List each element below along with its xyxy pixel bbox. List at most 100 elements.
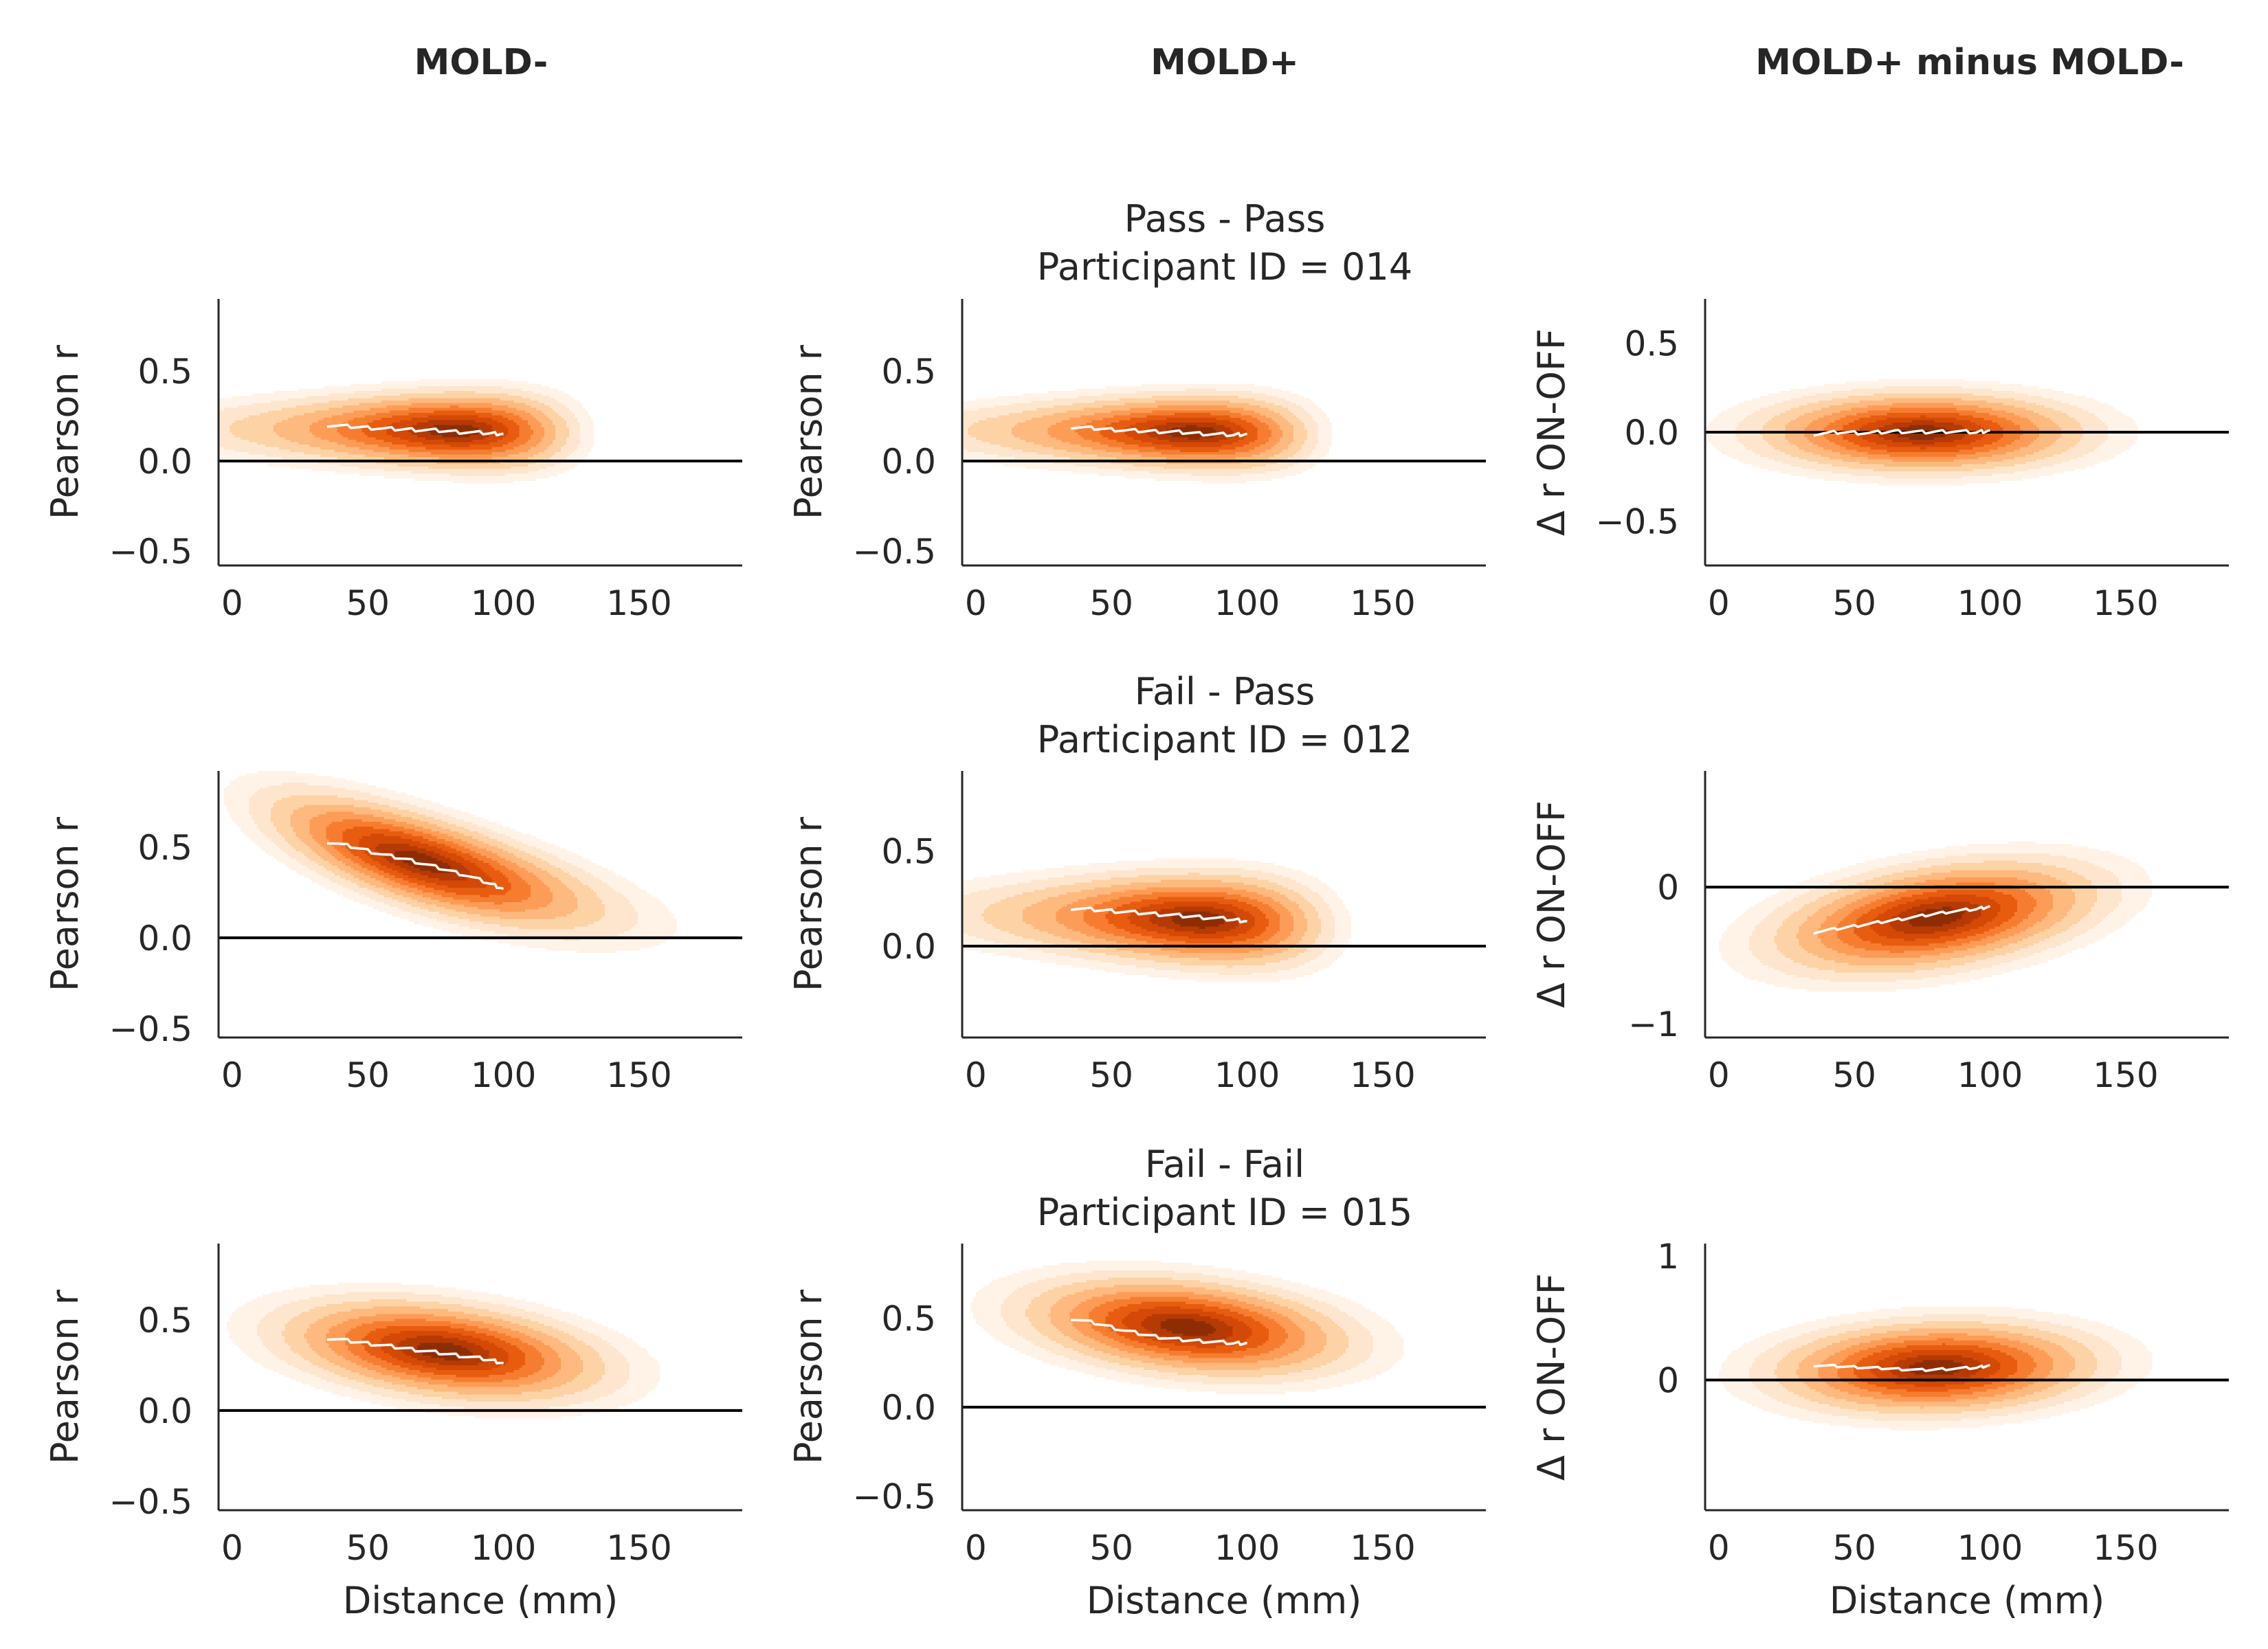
panel-r3-c2: 0 50 100 150 −0.5 0.0 0.5 Pearson r Distance (mm… xyxy=(787,1244,1486,1622)
panel-r1-c1: 0 50 100 150 −0.5 0.0 0.5 Pearson r xyxy=(43,299,742,623)
trend-line xyxy=(1070,425,1247,438)
x-tick-label: 0 xyxy=(965,583,987,623)
y-tick-label: 0.0 xyxy=(137,442,192,482)
plot-area xyxy=(962,858,1486,983)
x-tick-label: 100 xyxy=(1957,1528,2023,1568)
row-subtitle-participant-015: Participant ID = 015 xyxy=(1037,1191,1412,1234)
y-axis-label: Δ r ON-OFF xyxy=(1530,800,1573,1008)
column-title-difference: MOLD+ minus MOLD- xyxy=(1755,42,2184,83)
x-tick-label: 50 xyxy=(346,1528,390,1568)
y-tick-label: 0.0 xyxy=(137,1391,192,1431)
trend-line xyxy=(326,423,504,437)
plot-area xyxy=(962,383,1486,484)
trend-line xyxy=(326,842,504,890)
panel-r3-c3: 0 50 100 150 0 1 Δ r ON-OFF Distance (mm) xyxy=(1530,1237,2229,1622)
plot-area xyxy=(219,771,742,954)
trend-line xyxy=(326,1337,504,1365)
y-tick-label: −0.5 xyxy=(853,532,936,572)
panel-r2-c1: 0 50 100 150 −0.5 0.0 0.5 Pearson r xyxy=(43,771,742,1095)
y-tick-label: 0 xyxy=(1657,868,1679,908)
x-tick-label: 150 xyxy=(1350,1528,1415,1568)
y-tick-label: 0.5 xyxy=(137,828,192,868)
panel-r2-c3: 0 50 100 150 −1 0 Δ r ON-OFF xyxy=(1530,771,2229,1095)
x-tick-label: 50 xyxy=(1089,583,1133,623)
x-tick-label: 50 xyxy=(1089,1055,1133,1095)
plot-area xyxy=(1705,1306,2229,1431)
x-tick-label: 150 xyxy=(1350,583,1415,623)
x-tick-label: 50 xyxy=(1089,1528,1133,1568)
column-titles: MOLD- MOLD+ MOLD+ minus MOLD- xyxy=(414,42,2184,83)
y-tick-label: 0.5 xyxy=(137,1301,192,1340)
row-subtitle-participant-014: Participant ID = 014 xyxy=(1037,245,1412,289)
y-axis-label: Pearson r xyxy=(787,816,830,991)
plot-area xyxy=(219,379,742,484)
column-title-mold-minus: MOLD- xyxy=(414,42,548,83)
y-tick-label: 0.0 xyxy=(137,919,192,958)
y-tick-label: 0.5 xyxy=(881,831,936,871)
trend-line xyxy=(1813,1363,1990,1373)
x-tick-label: 100 xyxy=(1957,1055,2023,1095)
y-axis-label: Δ r ON-OFF xyxy=(1530,1273,1573,1481)
trend-line xyxy=(1813,429,1990,437)
x-tick-label: 100 xyxy=(1214,1528,1280,1568)
y-axis-label: Pearson r xyxy=(787,344,830,519)
x-tick-label: 150 xyxy=(2093,1528,2158,1568)
panels: 0 50 100 150 −0.5 0.0 0.5 Pearson r 0 50 100 150 −0.… xyxy=(43,299,2229,1622)
x-tick-label: 0 xyxy=(1708,1528,1730,1568)
y-tick-label: −0.5 xyxy=(1596,502,1679,541)
trend-line xyxy=(1070,906,1247,923)
x-tick-label: 0 xyxy=(965,1055,987,1095)
x-tick-label: 150 xyxy=(606,1055,671,1095)
plot-area xyxy=(219,1282,742,1419)
y-tick-label: 0.5 xyxy=(881,1299,936,1339)
y-tick-label: 0.5 xyxy=(137,352,192,392)
y-axis-label: Pearson r xyxy=(43,816,87,991)
row-title-pass-pass: Pass - Pass xyxy=(1124,197,1326,240)
panel-r3-c1: 0 50 100 150 −0.5 0.0 0.5 Pearson r Distance (mm… xyxy=(43,1244,742,1622)
y-tick-label: 0.5 xyxy=(1624,324,1679,364)
x-tick-label: 150 xyxy=(2093,1055,2158,1095)
trend-line xyxy=(1813,905,1990,935)
column-title-mold-plus: MOLD+ xyxy=(1150,42,1299,83)
y-axis-label: Pearson r xyxy=(787,1289,830,1464)
x-tick-label: 100 xyxy=(471,1528,536,1568)
x-tick-label: 100 xyxy=(1214,1055,1280,1095)
y-tick-label: −0.5 xyxy=(853,1477,936,1516)
x-tick-label: 50 xyxy=(1832,1055,1876,1095)
y-axis-label: Δ r ON-OFF xyxy=(1530,328,1573,536)
panel-r2-c2: 0 50 100 150 0.0 0.5 Pearson r xyxy=(787,771,1486,1095)
x-tick-label: 50 xyxy=(1832,583,1876,623)
row-title-fail-pass: Fail - Pass xyxy=(1135,670,1315,713)
y-axis-label: Pearson r xyxy=(43,1289,87,1464)
x-axis-label: Distance (mm) xyxy=(1830,1579,2105,1622)
y-tick-label: −0.5 xyxy=(109,532,192,572)
y-tick-label: 0.0 xyxy=(881,442,936,482)
y-tick-label: −0.5 xyxy=(109,1009,192,1049)
x-tick-label: 0 xyxy=(1708,583,1730,623)
y-tick-label: 0.0 xyxy=(881,1388,936,1428)
x-tick-label: 150 xyxy=(2093,583,2158,623)
x-tick-label: 100 xyxy=(471,1055,536,1095)
trend-line xyxy=(1070,1319,1247,1347)
x-tick-label: 0 xyxy=(221,1528,243,1568)
x-tick-label: 50 xyxy=(346,583,390,623)
plot-area xyxy=(962,1260,1486,1409)
x-axis-label: Distance (mm) xyxy=(343,1579,619,1622)
density-level-10 xyxy=(1171,911,1225,929)
y-tick-label: −0.5 xyxy=(109,1482,192,1522)
panel-r1-c2: 0 50 100 150 −0.5 0.0 0.5 Pearson r xyxy=(787,299,1486,623)
x-tick-label: 50 xyxy=(346,1055,390,1095)
x-tick-label: 100 xyxy=(1957,583,2023,623)
y-tick-label: 0.0 xyxy=(881,927,936,967)
x-tick-label: 100 xyxy=(471,583,536,623)
panel-r1-c3: 0 50 100 150 −0.5 0.0 0.5 Δ r ON-OFF xyxy=(1530,299,2229,623)
row-subtitle-participant-012: Participant ID = 012 xyxy=(1037,718,1412,761)
y-tick-label: −1 xyxy=(1628,1005,1679,1044)
x-tick-label: 150 xyxy=(606,1528,671,1568)
plot-area xyxy=(1705,841,2229,992)
y-axis-label: Pearson r xyxy=(43,344,87,519)
density-level-10 xyxy=(1160,1319,1216,1336)
y-tick-label: 0.5 xyxy=(881,352,936,392)
x-tick-label: 0 xyxy=(221,583,243,623)
